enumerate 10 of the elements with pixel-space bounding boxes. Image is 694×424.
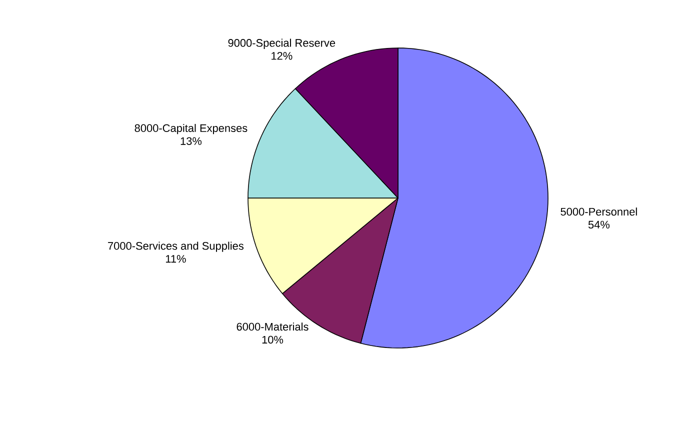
data-label: 13%	[180, 137, 202, 145]
slice-label: 6000-Materials	[236, 322, 308, 331]
data-label: 12%	[272, 52, 292, 60]
data-label: 10%	[262, 336, 284, 344]
data-label: 11%	[166, 255, 186, 263]
slice-label: 8000-Capital Expenses	[134, 124, 248, 134]
slice-label: 9000-Special Reserve	[228, 38, 336, 49]
slice-label: 5000-Personnel	[560, 208, 637, 216]
data-label: 54%	[588, 220, 610, 229]
slice-label: 7000-Services and Supplies	[108, 242, 244, 252]
